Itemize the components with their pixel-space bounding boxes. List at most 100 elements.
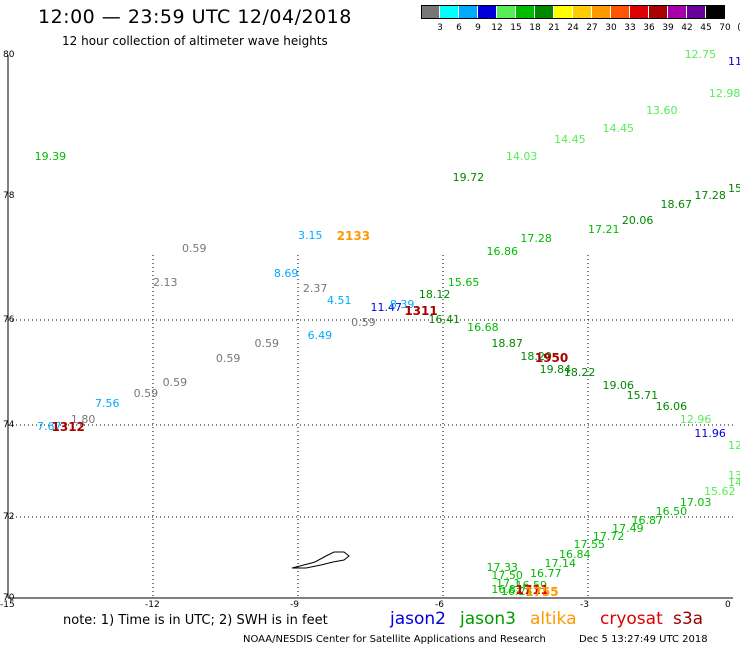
x-tick-label: -3: [580, 600, 589, 610]
wave-height-label: 14.03: [505, 150, 538, 164]
y-tick-label: 74: [3, 420, 15, 430]
wave-height-label: 16.68: [467, 320, 499, 334]
wave-height-label: 12.96: [679, 412, 712, 426]
wave-height-label: 17.50: [491, 568, 523, 582]
legend-label: 15: [510, 23, 522, 33]
y-tick-label: 78: [3, 191, 15, 201]
legend-swatch: [535, 5, 553, 19]
wave-height-label: 17.55: [573, 538, 606, 552]
wave-height-label: 8.39: [389, 297, 415, 311]
generation-timestamp: Dec 5 13:27:49 UTC 2018: [579, 634, 708, 645]
legend-swatch: [573, 5, 591, 19]
wave-height-label: 19.84: [539, 362, 572, 376]
wave-height-label: 12.49: [728, 438, 740, 452]
pass-time-label: 1711: [515, 582, 549, 597]
wave-height-label: 12.98: [708, 86, 740, 100]
y-tick-label: 80: [3, 50, 15, 60]
legend-swatch: [649, 5, 667, 19]
legend-swatch: [630, 5, 648, 19]
wave-height-label: 2.13: [153, 275, 178, 289]
wave-height-label: 18.67: [660, 198, 693, 212]
wave-height-label: 11.5: [728, 55, 740, 69]
legend-swatch: [668, 5, 686, 19]
legend-swatch: [611, 5, 629, 19]
wave-height-label: 19.72: [452, 171, 485, 185]
x-tick-label: -15: [0, 600, 15, 610]
wave-height-label: 16.59: [515, 578, 548, 592]
wave-height-label: 0.59: [133, 386, 159, 400]
wave-height-label: 2.37: [302, 282, 328, 295]
pass-time-label: 1755: [525, 585, 559, 599]
wave-height-label: 18.22: [563, 365, 596, 379]
wave-height-label: 18.12: [418, 288, 451, 302]
wave-height-label: 16.41: [428, 313, 461, 326]
credit-line: NOAA/NESDIS Center for Satellite Applica…: [243, 634, 546, 645]
wave-height-label: 11.47: [370, 300, 403, 314]
wave-height-label: 0.59: [351, 315, 376, 329]
legend-label: 21: [548, 23, 560, 33]
wave-height-label: 15.71: [626, 389, 659, 403]
mission-cryosat: cryosat: [600, 609, 663, 629]
legend-label: 18: [529, 23, 541, 33]
wave-height-label: 0.59: [254, 336, 280, 350]
pass-time-label: 1950: [534, 350, 569, 365]
wave-height-label: 4.51: [327, 294, 352, 308]
x-tick-label: -12: [145, 600, 160, 610]
legend-swatch: [459, 5, 477, 19]
legend-label: 6: [456, 23, 462, 33]
map-subtitle: 12 hour collection of altimeter wave hei…: [62, 34, 328, 48]
wave-height-label: 12.75: [684, 48, 717, 61]
wave-height-label: 18.87: [491, 336, 523, 350]
mission-altika: altika: [530, 609, 577, 629]
legend-label: 12: [491, 23, 503, 33]
wave-height-label: 17.03: [679, 496, 712, 510]
legend-swatch: [554, 5, 572, 19]
pass-time-label: 1312: [51, 420, 85, 435]
wave-height-label: 6.49: [307, 328, 333, 342]
legend-label: 30: [605, 23, 617, 33]
wave-height-label: 16.06: [655, 399, 688, 413]
y-tick-label: 72: [3, 512, 15, 522]
legend-swatch: [497, 5, 515, 19]
wave-height-label: 16.50: [655, 505, 688, 519]
wave-height-label: 19.06: [602, 378, 635, 392]
pass-time-label: 1311: [404, 303, 438, 318]
wave-height-label: 7.56: [95, 397, 120, 410]
wave-height-label: 16.84: [559, 548, 591, 562]
wave-height-label: 17.28: [520, 232, 552, 246]
legend-label: 45: [700, 23, 712, 33]
island-coastline: [291, 551, 350, 569]
legend-swatch: [706, 5, 724, 19]
map-title: 12:00 — 23:59 UTC 12/04/2018: [38, 6, 352, 28]
mission-jason3: jason3: [460, 609, 516, 629]
legend-label: 9: [475, 23, 481, 33]
wave-height-label: 17.21: [588, 223, 620, 237]
wave-height-label: 16.86: [486, 244, 519, 258]
x-tick-label: 0: [725, 600, 731, 610]
y-tick-label: 70: [3, 593, 15, 603]
wave-height-label: 13: [728, 468, 740, 482]
mission-s3a: s3a: [673, 609, 704, 629]
wave-height-label: 14.45: [602, 122, 635, 136]
wave-height-label: 16.25: [501, 585, 533, 598]
legend-label: 42: [681, 23, 693, 33]
legend-label: 24: [567, 23, 579, 33]
wave-height-label: 19.39: [34, 150, 67, 164]
legend-label: 36: [643, 23, 655, 33]
wave-height-label: 14.51: [728, 475, 740, 489]
legend-label: 27: [586, 23, 598, 33]
mission-jason2: jason2: [390, 609, 446, 629]
wave-height-label: 17.28: [694, 189, 726, 202]
wave-height-label: 15.65: [447, 275, 480, 289]
legend-swatch: [440, 5, 458, 19]
legend-swatch: [592, 5, 610, 19]
wave-height-label: 17.49: [612, 522, 644, 536]
legend-swatch: [516, 5, 534, 19]
legend-swatch: [421, 5, 439, 19]
wave-height-label: 15.8: [728, 181, 740, 195]
footnote: note: 1) Time is in UTC; 2) SWH is in fe…: [63, 613, 328, 628]
wave-height-label: 16.87: [631, 514, 664, 528]
legend-label: 39: [662, 23, 674, 33]
wave-height-label: 14.45: [554, 132, 586, 146]
wave-height-label: 17.72: [592, 530, 625, 544]
